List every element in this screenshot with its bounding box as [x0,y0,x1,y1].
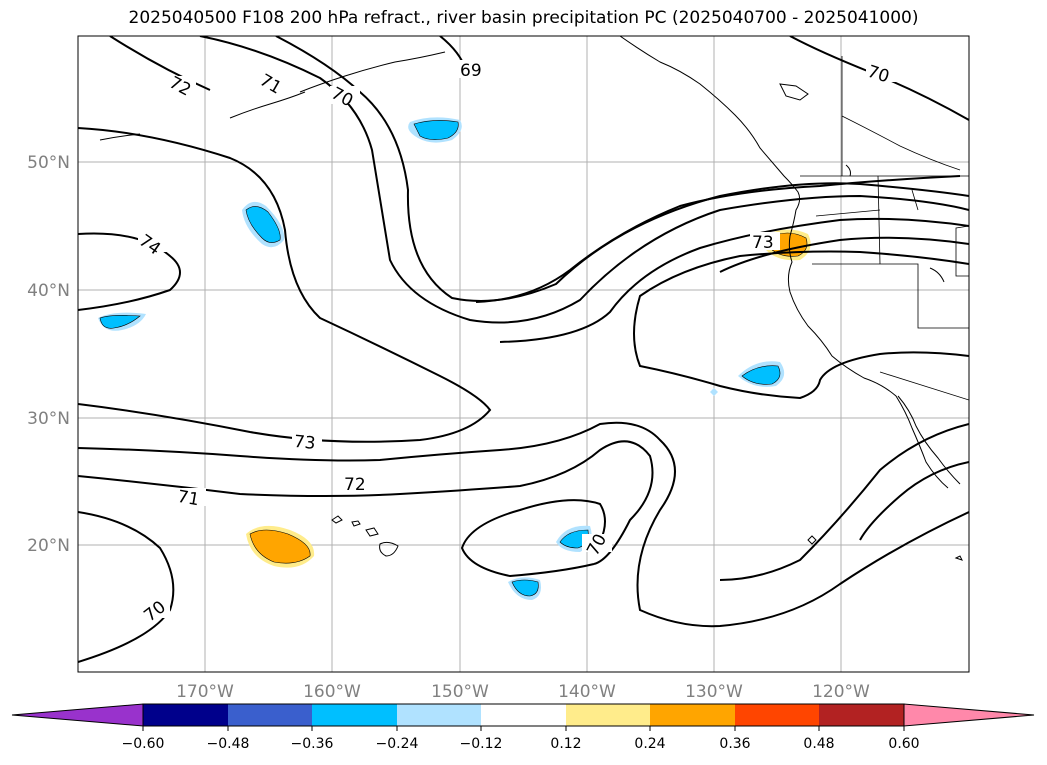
lon-label: 130°W [685,682,743,702]
lon-label: 140°W [558,682,616,702]
colorbar-segment [735,704,819,726]
contour-label: 72 [344,475,366,495]
borders [800,56,969,401]
colorbar-segment [481,704,566,726]
contour-label: 71 [176,487,201,510]
colorbar-tick: 0.48 [803,736,834,752]
colorbar-tick: −0.60 [122,736,165,752]
lon-label: 120°W [812,682,870,702]
lon-label: 160°W [303,682,361,702]
colorbar-extend-left [11,703,144,727]
colorbar-extend-right [903,703,1035,727]
colorbar-tick: 0.60 [888,736,919,752]
contour-label: 73 [293,432,317,454]
colorbar-tick: −0.36 [291,736,334,752]
colorbar-tick: −0.24 [376,736,419,752]
map-title: 2025040500 F108 200 hPa refract., river … [128,8,919,28]
colorbar-tick: 0.36 [719,736,750,752]
colorbar-segment [650,704,735,726]
contour-labels: 72 71 70 69 70 74 73 73 72 71 70 70 [135,60,896,626]
colorbar-tick: −0.48 [207,736,250,752]
hawaii-islands [331,515,399,557]
contour-label: 69 [460,61,482,81]
lat-label: 20°N [27,536,70,556]
colorbar-segment [819,704,904,726]
colorbar-segment [312,704,397,726]
lat-label: 50°N [27,153,70,173]
colorbar-segment [143,704,228,726]
colorbar-tick: 0.24 [634,736,665,752]
lat-label: 30°N [27,409,70,429]
lon-label: 150°W [431,682,489,702]
colorbar-segment [228,704,312,726]
colorbar-segment [397,704,481,726]
longitude-labels: 170°W 160°W 150°W 140°W 130°W 120°W [176,682,870,702]
lat-label: 40°N [27,281,70,301]
latitude-labels: 50°N 40°N 30°N 20°N [27,153,70,556]
map-frame [77,35,970,673]
contour-label: 73 [752,233,774,253]
graticule [78,36,969,672]
lon-label: 170°W [176,682,234,702]
colorbar-tick: 0.12 [550,736,581,752]
colorbar-tick: −0.12 [460,736,503,752]
map-panel: 72 71 70 69 70 74 73 73 72 71 70 70 [78,36,969,672]
colorbar: −0.60 −0.48 −0.36 −0.24 −0.12 0.12 0.24 … [11,703,1035,752]
colorbar-segment [566,704,650,726]
precipitation-shading [98,117,811,600]
